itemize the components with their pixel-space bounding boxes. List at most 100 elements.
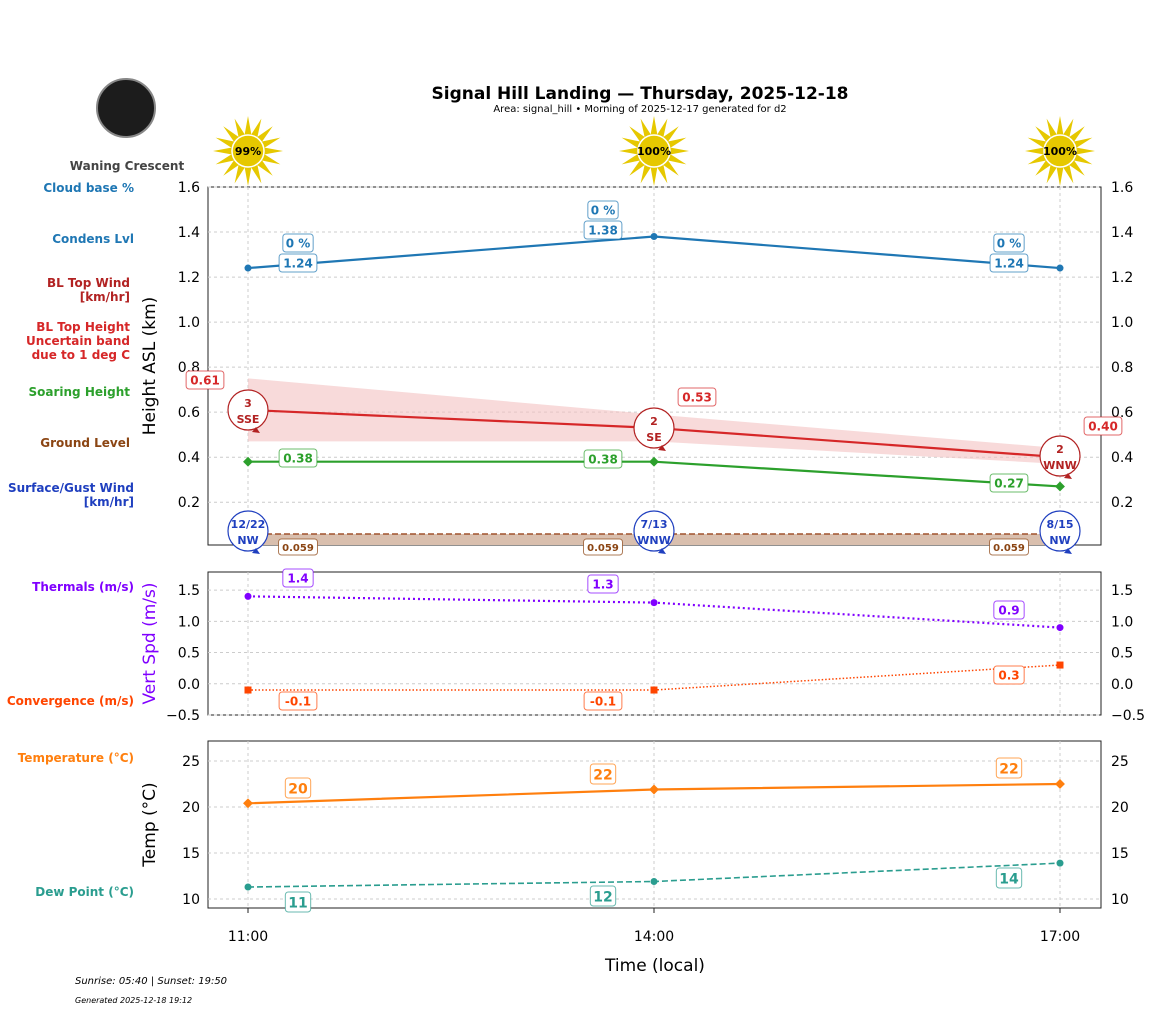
thermals-label: 0.9	[998, 604, 1019, 618]
y-tick-label-left: 1.5	[178, 583, 200, 599]
convergence-point	[1056, 661, 1064, 669]
soaring-height-point	[1055, 481, 1065, 492]
condens-lvl-label: 1.38	[588, 224, 618, 238]
surface-wind-direction: NW	[237, 534, 258, 547]
moon-icon	[96, 78, 156, 138]
y-axis-label: Vert Spd (m/s)	[140, 582, 160, 704]
y-tick-label-left: 20	[182, 800, 200, 816]
convergence-label-box	[278, 691, 318, 711]
ground-level-label: 0.059	[587, 543, 619, 554]
dewpoint-label-box	[589, 885, 617, 907]
temperature-point	[1055, 779, 1065, 789]
row-label: Uncertain band	[26, 334, 130, 348]
surface-wind-arrow-icon	[1064, 548, 1072, 554]
bl-top-wind-arrow-icon	[658, 445, 666, 451]
surface-wind-circle	[227, 510, 269, 552]
cloud-base-label: 0 %	[591, 204, 616, 218]
surface-wind-direction: WNW	[637, 534, 670, 547]
row-label: [km/hr]	[80, 290, 130, 304]
thermals-label-box	[282, 568, 314, 588]
bl-top-wind-arrow-icon	[252, 427, 260, 433]
surface-wind-speed: 7/13	[641, 518, 668, 531]
y-tick-label-left: 1.2	[178, 270, 200, 286]
cloud-base-label-box	[282, 233, 314, 253]
y-tick-label-right: 10	[1111, 892, 1129, 908]
thermals-point	[1056, 624, 1064, 632]
dewpoint-point	[1056, 859, 1064, 867]
sun-icon	[619, 116, 689, 186]
dewpoint-legend: Dew Point (°C)	[35, 885, 134, 899]
surface-wind-circle	[1039, 510, 1081, 552]
soaring-height-label: 0.38	[588, 453, 618, 467]
y-tick-label-left: 10	[182, 892, 200, 908]
row-label: due to 1 deg C	[32, 348, 131, 362]
dewpoint-label: 11	[288, 895, 307, 911]
condens-lvl-label-box	[989, 253, 1029, 273]
soaring-height-label-box	[989, 473, 1029, 493]
y-tick-label-right: 15	[1111, 846, 1129, 862]
convergence-label: -0.1	[285, 695, 311, 709]
x-tick-label: 11:00	[228, 929, 268, 945]
y-tick-label-right: 0.5	[1111, 646, 1133, 662]
ground-level-label: 0.059	[993, 543, 1025, 554]
soaring-height-label: 0.27	[994, 477, 1024, 491]
y-tick-label-right: 0.0	[1111, 677, 1133, 693]
y-tick-label-left: 0.5	[178, 646, 200, 662]
surface-wind-direction: NW	[1049, 534, 1070, 547]
condens-lvl-label: 1.24	[283, 257, 313, 271]
cloud-base-label: 0 %	[286, 237, 311, 251]
sun-icon	[213, 116, 283, 186]
cloud-cover-pct: 100%	[637, 145, 671, 158]
dewpoint-label-box	[995, 867, 1023, 889]
generated-time: Generated 2025-12-18 19:12	[75, 996, 192, 1005]
y-tick-label-right: 1.5	[1111, 583, 1133, 599]
condens-lvl-label: 1.24	[994, 257, 1024, 271]
thermals-label-box	[587, 574, 619, 594]
bl-top-wind-circle	[227, 389, 269, 431]
chart-title: Signal Hill Landing — Thursday, 2025-12-…	[432, 84, 849, 104]
thermals-label: 1.4	[287, 572, 308, 586]
ground-level-label: 0.059	[282, 543, 314, 554]
y-tick-label-right: 0.4	[1111, 450, 1133, 466]
y-tick-label-right: 1.0	[1111, 614, 1133, 630]
row-label: Ground Level	[40, 436, 130, 450]
temperature-legend: Temperature (°C)	[18, 751, 134, 765]
dewpoint-label: 12	[593, 889, 612, 905]
moon-phase: Waning Crescent	[70, 159, 185, 173]
convergence-label: -0.1	[590, 695, 616, 709]
y-tick-label-left: 1.6	[178, 180, 200, 196]
y-tick-label-left: 25	[182, 754, 200, 770]
y-tick-label-left: 0.2	[178, 495, 200, 511]
row-label: BL Top Wind	[47, 276, 130, 290]
temperature-point	[649, 784, 659, 795]
condens-lvl-point	[244, 264, 252, 272]
surface-wind-speed: 12/22	[231, 518, 266, 531]
cloud-base-label: 0 %	[997, 237, 1022, 251]
row-label: [km/hr]	[84, 495, 134, 509]
y-tick-label-right: 1.2	[1111, 270, 1133, 286]
bl-top-wind-direction: WNW	[1043, 459, 1076, 472]
temperature-label-box	[284, 777, 312, 799]
y-axis-label: Height ASL (km)	[140, 297, 160, 436]
bl-top-wind-speed: 3	[244, 397, 252, 410]
temperature-label-box	[995, 757, 1023, 779]
condens-lvl-point	[650, 233, 658, 241]
x-tick-label: 14:00	[634, 929, 674, 945]
ground-level-label-box	[278, 538, 318, 556]
bl-top-label: 0.53	[682, 391, 712, 405]
ground-level-label-box	[583, 538, 623, 556]
temperature-label: 20	[288, 781, 308, 797]
convergence-point	[244, 686, 252, 694]
condens-lvl-label-box	[583, 220, 623, 240]
ground-level-label-box	[989, 538, 1029, 556]
bl-top-wind-circle	[1039, 435, 1081, 477]
soaring-height-point	[649, 456, 659, 467]
bl-top-label: 0.61	[190, 374, 220, 388]
cloud-cover-pct: 100%	[1043, 145, 1077, 158]
thermals-point	[650, 599, 658, 607]
surface-wind-circle	[633, 510, 675, 552]
row-label: Condens Lvl	[52, 232, 134, 246]
dewpoint-label: 14	[999, 871, 1019, 887]
y-tick-label-right: 20	[1111, 800, 1129, 816]
y-tick-label-right: 0.2	[1111, 495, 1133, 511]
